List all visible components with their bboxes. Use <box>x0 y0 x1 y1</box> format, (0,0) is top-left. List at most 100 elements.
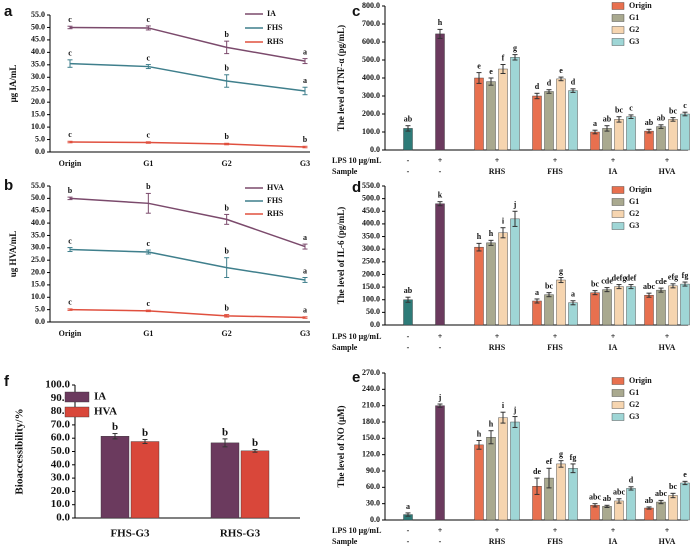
significance-letter: fg <box>570 453 577 462</box>
lps-cell: + <box>611 526 616 535</box>
bar <box>644 507 654 521</box>
legend-swatch <box>611 389 625 397</box>
legend-label: FHS <box>267 196 283 205</box>
y-tick-label: 250.0 <box>362 257 380 266</box>
bar <box>498 417 508 521</box>
significance-letter: g <box>513 43 517 52</box>
significance-letter: b <box>224 64 229 73</box>
significance-letter: b <box>224 132 229 141</box>
x-tick-label: - <box>407 167 410 176</box>
bar <box>435 203 445 326</box>
y-tick-label: 30.0 <box>51 472 71 484</box>
y-tick-label: 450.0 <box>362 206 380 215</box>
bar <box>474 246 484 326</box>
y-tick-label: 70.0 <box>51 418 71 430</box>
y-tick-label: 20.0 <box>51 485 71 497</box>
bar <box>602 128 612 151</box>
significance-letter: fg <box>682 271 689 280</box>
lps-cell: + <box>665 156 670 165</box>
legend-swatch <box>611 198 625 206</box>
y-tick-label: 300.0 <box>362 244 380 253</box>
bar <box>474 444 484 521</box>
y-tick-label: 35.0 <box>31 60 45 69</box>
significance-letter: c <box>68 298 72 307</box>
legend-label: Origin <box>629 185 652 194</box>
legend-label: G3 <box>629 37 639 46</box>
bar <box>668 495 678 521</box>
significance-letter: abc <box>589 492 601 501</box>
significance-letter: h <box>477 429 482 438</box>
significance-letter: c <box>68 130 72 139</box>
significance-letter: b <box>68 186 73 195</box>
significance-letter: abc <box>655 489 667 498</box>
lps-cell: + <box>438 156 443 165</box>
y-tick-label: 180.0 <box>362 417 380 426</box>
y-axis-label: The level of TNF-α (pg/mL) <box>336 25 346 131</box>
x-tick-label: RHS <box>489 343 506 352</box>
bar <box>435 405 445 521</box>
significance-letter: b <box>224 30 229 39</box>
lps-cell: + <box>611 332 616 341</box>
y-axis-label: The level of NO (μM) <box>336 405 346 487</box>
row-label: LPS 10 μg/mL <box>332 156 381 165</box>
y-tick-label: 25.0 <box>31 85 45 94</box>
lps-cell: + <box>495 332 500 341</box>
significance-letter: bc <box>615 106 623 115</box>
y-tick-label: 120.0 <box>362 449 380 458</box>
bar <box>602 289 612 326</box>
significance-letter: ab <box>657 114 666 123</box>
y-tick-label: 60.0 <box>51 432 71 444</box>
y-tick-label: 150.0 <box>362 433 380 442</box>
legend-swatch <box>611 26 625 34</box>
bar <box>498 68 508 151</box>
bar <box>498 232 508 326</box>
significance-letter: ab <box>603 494 612 503</box>
lps-cell: - <box>407 526 410 535</box>
panel-label: c <box>352 3 360 20</box>
y-tick-label: 40.0 <box>31 218 45 227</box>
bar <box>403 299 413 326</box>
bar <box>556 279 566 326</box>
significance-letter: c <box>147 131 151 140</box>
legend-swatch <box>64 406 90 418</box>
significance-letter: f <box>502 53 505 62</box>
bar <box>240 450 270 519</box>
legend-label: HVA <box>94 406 117 418</box>
bar <box>626 286 636 326</box>
bar <box>435 33 445 151</box>
panel-label: a <box>4 3 13 20</box>
significance-letter: c <box>68 49 72 58</box>
y-tick-label: 600.0 <box>362 37 380 46</box>
row-label: LPS 10 μg/mL <box>332 332 381 341</box>
y-tick-label: 90.0 <box>366 466 380 475</box>
significance-letter: d <box>571 78 576 87</box>
bar <box>656 501 666 521</box>
bar <box>590 292 600 326</box>
panel-label: f <box>4 373 10 390</box>
y-tick-label: 800.0 <box>362 1 380 10</box>
significance-letter: defg <box>612 273 627 282</box>
y-tick-label: 30.0 <box>31 72 45 81</box>
significance-letter: k <box>438 190 443 199</box>
x-tick-label: G3 <box>300 329 310 338</box>
y-tick-label: 40.0 <box>51 458 71 470</box>
bar <box>568 90 578 151</box>
x-tick-label: HVA <box>659 167 676 176</box>
legend-label: Origin <box>629 376 652 385</box>
y-tick-label: 45.0 <box>31 35 45 44</box>
y-tick-label: 0.0 <box>370 515 380 524</box>
bar <box>210 442 240 519</box>
bar <box>590 131 600 151</box>
bar <box>656 289 666 326</box>
significance-letter: a <box>303 47 307 56</box>
y-tick-label: 100.0 <box>362 295 380 304</box>
legend-label: HVA <box>267 183 284 192</box>
lps-cell: + <box>438 332 443 341</box>
y-axis-label: Bioaccessibility/% <box>14 408 26 494</box>
row-label: Sample <box>332 537 358 546</box>
legend-swatch <box>611 413 625 421</box>
y-tick-label: 500.0 <box>362 55 380 64</box>
significance-letter: d <box>629 476 634 485</box>
y-tick-label: 350.0 <box>362 231 380 240</box>
